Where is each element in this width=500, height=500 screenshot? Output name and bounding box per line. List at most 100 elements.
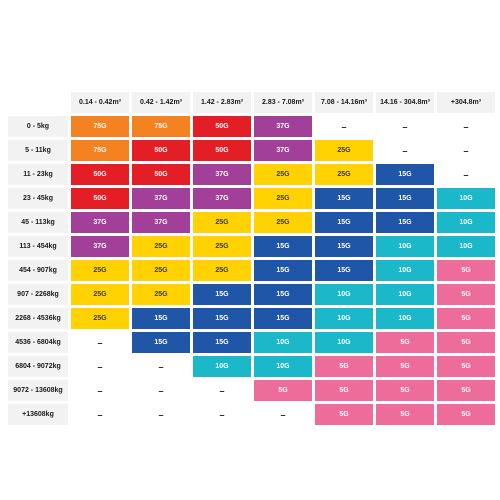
rating-cell: 15G <box>376 164 434 185</box>
rating-cell: 5G <box>437 332 495 353</box>
rating-cell: 25G <box>254 188 312 209</box>
rating-cell: 50G <box>71 164 129 185</box>
rating-cell: 37G <box>254 116 312 137</box>
column-header: 7.08 - 14.16m³ <box>315 92 373 113</box>
rating-cell: 15G <box>315 212 373 233</box>
rating-cell: 37G <box>193 188 251 209</box>
empty-cell: – <box>463 169 469 180</box>
rating-cell: 10G <box>376 236 434 257</box>
empty-cell: – <box>97 409 103 420</box>
rating-cell: 5G <box>376 380 434 401</box>
rating-cell: 10G <box>437 188 495 209</box>
rating-cell: 75G <box>132 116 190 137</box>
rating-cell: 25G <box>71 284 129 305</box>
rating-cell: 5G <box>437 284 495 305</box>
empty-cell: – <box>402 121 408 132</box>
rating-cell: 37G <box>254 140 312 161</box>
rating-cell: 10G <box>437 236 495 257</box>
column-header: 1.42 - 2.83m³ <box>193 92 251 113</box>
rating-cell: 5G <box>315 404 373 425</box>
rating-cell: 15G <box>315 188 373 209</box>
rating-cell: 15G <box>254 236 312 257</box>
rating-cell: 15G <box>193 284 251 305</box>
rating-cell: 37G <box>71 212 129 233</box>
rating-cell: 25G <box>254 164 312 185</box>
rating-cell: 15G <box>315 236 373 257</box>
rating-cell: 50G <box>193 116 251 137</box>
empty-cell: – <box>97 385 103 396</box>
row-header: 9072 - 13608kg <box>8 380 68 401</box>
rating-cell: 25G <box>193 236 251 257</box>
empty-cell: – <box>158 409 164 420</box>
row-header: 23 - 45kg <box>8 188 68 209</box>
row-header: +13608kg <box>8 404 68 425</box>
row-header: 113 - 454kg <box>8 236 68 257</box>
rating-cell: 15G <box>132 332 190 353</box>
rating-cell: 25G <box>132 260 190 281</box>
rating-cell: 10G <box>376 284 434 305</box>
rating-cell: 25G <box>193 260 251 281</box>
rating-cell: 25G <box>71 260 129 281</box>
empty-cell: – <box>280 409 286 420</box>
rating-cell: 15G <box>254 284 312 305</box>
row-header: 0 - 5kg <box>8 116 68 137</box>
rating-cell: 10G <box>376 260 434 281</box>
rating-cell: 37G <box>132 188 190 209</box>
table-corner <box>8 92 68 113</box>
shock-rating-table: 0.14 - 0.42m³ 0.42 - 1.42m³ 1.42 - 2.83m³ 2… <box>8 92 495 425</box>
row-header: 6804 - 9072kg <box>8 356 68 377</box>
row-header: 5 - 11kg <box>8 140 68 161</box>
column-header: 0.14 - 0.42m³ <box>71 92 129 113</box>
row-header: 2268 - 4536kg <box>8 308 68 329</box>
rating-cell: 10G <box>193 356 251 377</box>
rating-cell: 50G <box>71 188 129 209</box>
row-header: 4536 - 6804kg <box>8 332 68 353</box>
rating-cell: 15G <box>193 308 251 329</box>
rating-cell: 75G <box>71 140 129 161</box>
empty-cell: – <box>97 337 103 348</box>
rating-cell: 25G <box>132 236 190 257</box>
empty-cell: – <box>158 385 164 396</box>
rating-cell: 10G <box>315 284 373 305</box>
rating-cell: 10G <box>254 332 312 353</box>
rating-cell: 50G <box>193 140 251 161</box>
rating-cell: 37G <box>193 164 251 185</box>
rating-cell: 5G <box>254 380 312 401</box>
rating-cell: 25G <box>193 212 251 233</box>
empty-cell: – <box>341 121 347 132</box>
empty-cell: – <box>219 385 225 396</box>
column-header: 2.83 - 7.08m³ <box>254 92 312 113</box>
column-header: +304.8m³ <box>437 92 495 113</box>
empty-cell: – <box>158 361 164 372</box>
rating-cell: 37G <box>132 212 190 233</box>
rating-cell: 25G <box>132 284 190 305</box>
row-header: 45 - 113kg <box>8 212 68 233</box>
rating-cell: 5G <box>376 356 434 377</box>
rating-cell: 50G <box>132 164 190 185</box>
rating-cell: 15G <box>376 212 434 233</box>
column-header: 14.16 - 304.8m³ <box>376 92 434 113</box>
empty-cell: – <box>97 361 103 372</box>
rating-cell: 15G <box>132 308 190 329</box>
rating-cell: 15G <box>315 260 373 281</box>
rating-cell: 15G <box>254 308 312 329</box>
rating-cell: 25G <box>71 308 129 329</box>
rating-cell: 5G <box>315 380 373 401</box>
rating-cell: 25G <box>315 140 373 161</box>
rating-cell: 10G <box>376 308 434 329</box>
rating-cell: 5G <box>437 404 495 425</box>
row-header: 907 - 2268kg <box>8 284 68 305</box>
rating-cell: 5G <box>437 380 495 401</box>
rating-cell: 37G <box>71 236 129 257</box>
rating-cell: 5G <box>315 356 373 377</box>
rating-cell: 15G <box>193 332 251 353</box>
rating-cell: 5G <box>437 356 495 377</box>
rating-cell: 25G <box>315 164 373 185</box>
rating-cell: 5G <box>376 332 434 353</box>
rating-cell: 5G <box>437 308 495 329</box>
row-header: 454 - 907kg <box>8 260 68 281</box>
rating-cell: 10G <box>254 356 312 377</box>
rating-cell: 10G <box>437 212 495 233</box>
column-header: 0.42 - 1.42m³ <box>132 92 190 113</box>
rating-cell: 10G <box>315 332 373 353</box>
